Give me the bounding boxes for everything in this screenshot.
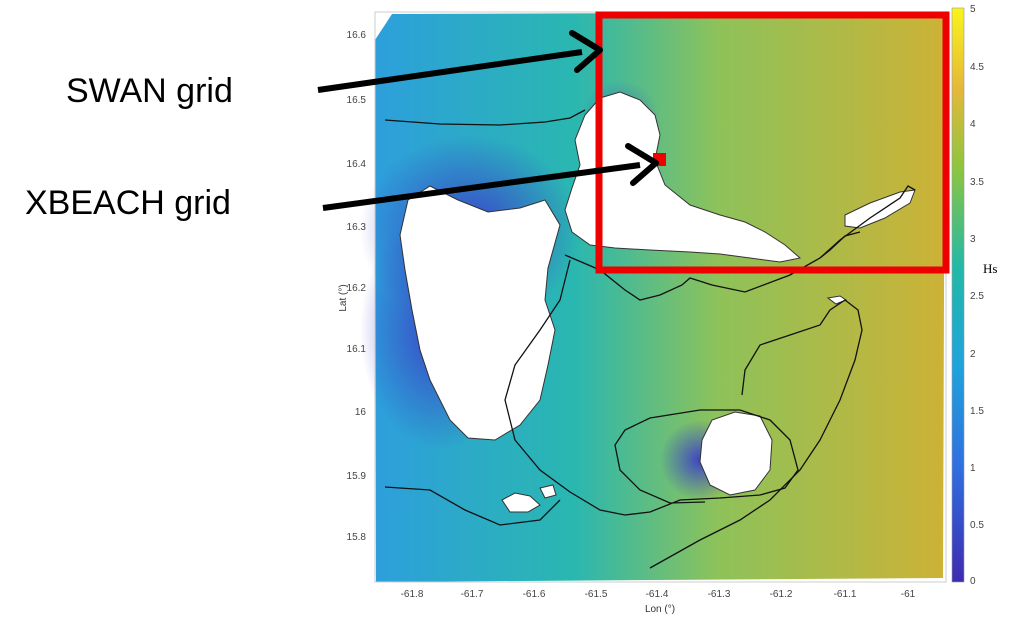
colorbar-tick: 2 — [970, 349, 976, 360]
colorbar-tick: 3 — [970, 234, 976, 245]
colorbar-tick: 4 — [970, 119, 976, 130]
colorbar-label: Hs — [983, 261, 997, 276]
y-tick-label: 15.8 — [347, 532, 367, 543]
swan-grid-label: SWAN grid — [66, 72, 233, 110]
y-tick-label: 16.3 — [347, 222, 367, 233]
colorbar-tick: 3.5 — [970, 177, 984, 188]
x-tick-label: -61.2 — [770, 589, 793, 600]
island-basse-terre — [399, 185, 561, 441]
x-axis: -61.8 -61.7 -61.6 -61.5 -61.4 -61.3 -61.… — [401, 589, 916, 615]
y-tick-label: 16.4 — [347, 159, 367, 170]
x-tick-label: -61.8 — [401, 589, 424, 600]
swan-grid-box — [595, 11, 950, 274]
island-les-saintes — [539, 484, 557, 499]
colorbar-gradient — [951, 7, 965, 583]
contour-line — [649, 299, 863, 569]
colorbar-tick: 0 — [970, 576, 976, 587]
colorbar-tick: 1.5 — [970, 406, 984, 417]
contour-line — [564, 185, 916, 301]
contour-line — [819, 231, 861, 259]
y-axis: 16.6 16.5 16.4 16.3 16.2 16.1 16 15.9 15… — [338, 30, 366, 543]
contour-line — [384, 486, 561, 526]
y-tick-label: 16.2 — [347, 283, 367, 294]
island-grande-terre — [564, 91, 802, 263]
x-tick-label: -61.1 — [834, 589, 857, 600]
x-tick-label: -61 — [901, 589, 916, 600]
colorbar-tick: 5 — [970, 4, 976, 15]
hs-contours — [384, 109, 916, 569]
x-tick-label: -61.5 — [585, 589, 608, 600]
contour-line — [504, 259, 799, 516]
y-tick-label: 16.5 — [347, 95, 367, 106]
colorbar-tick: 4.5 — [970, 62, 984, 73]
xbeach-arrow — [322, 143, 659, 211]
y-tick-label: 16.6 — [347, 30, 367, 41]
x-tick-label: -61.6 — [523, 589, 546, 600]
y-tick-label: 16.1 — [347, 344, 367, 355]
island-marie-galante — [699, 411, 773, 496]
y-tick-label: 15.9 — [347, 471, 367, 482]
y-tick-label: 16 — [355, 407, 367, 418]
colorbar-tick: 0.5 — [970, 520, 984, 531]
xbeach-grid-label: XBEACH grid — [25, 184, 231, 222]
x-tick-label: -61.4 — [646, 589, 669, 600]
y-axis-label: Lat (°) — [338, 284, 349, 311]
colorbar-tick: 2.5 — [970, 291, 984, 302]
x-axis-label: Lon (°) — [645, 604, 675, 615]
island-les-saintes — [501, 492, 541, 513]
colorbar: 5 4.5 4 3.5 3 2.5 2 1.5 1 0.5 0 Hs — [951, 4, 997, 587]
x-tick-label: -61.7 — [461, 589, 484, 600]
colorbar-tick: 1 — [970, 463, 976, 474]
x-tick-label: -61.3 — [708, 589, 731, 600]
contour-line — [384, 109, 586, 126]
swan-arrow — [317, 30, 603, 93]
